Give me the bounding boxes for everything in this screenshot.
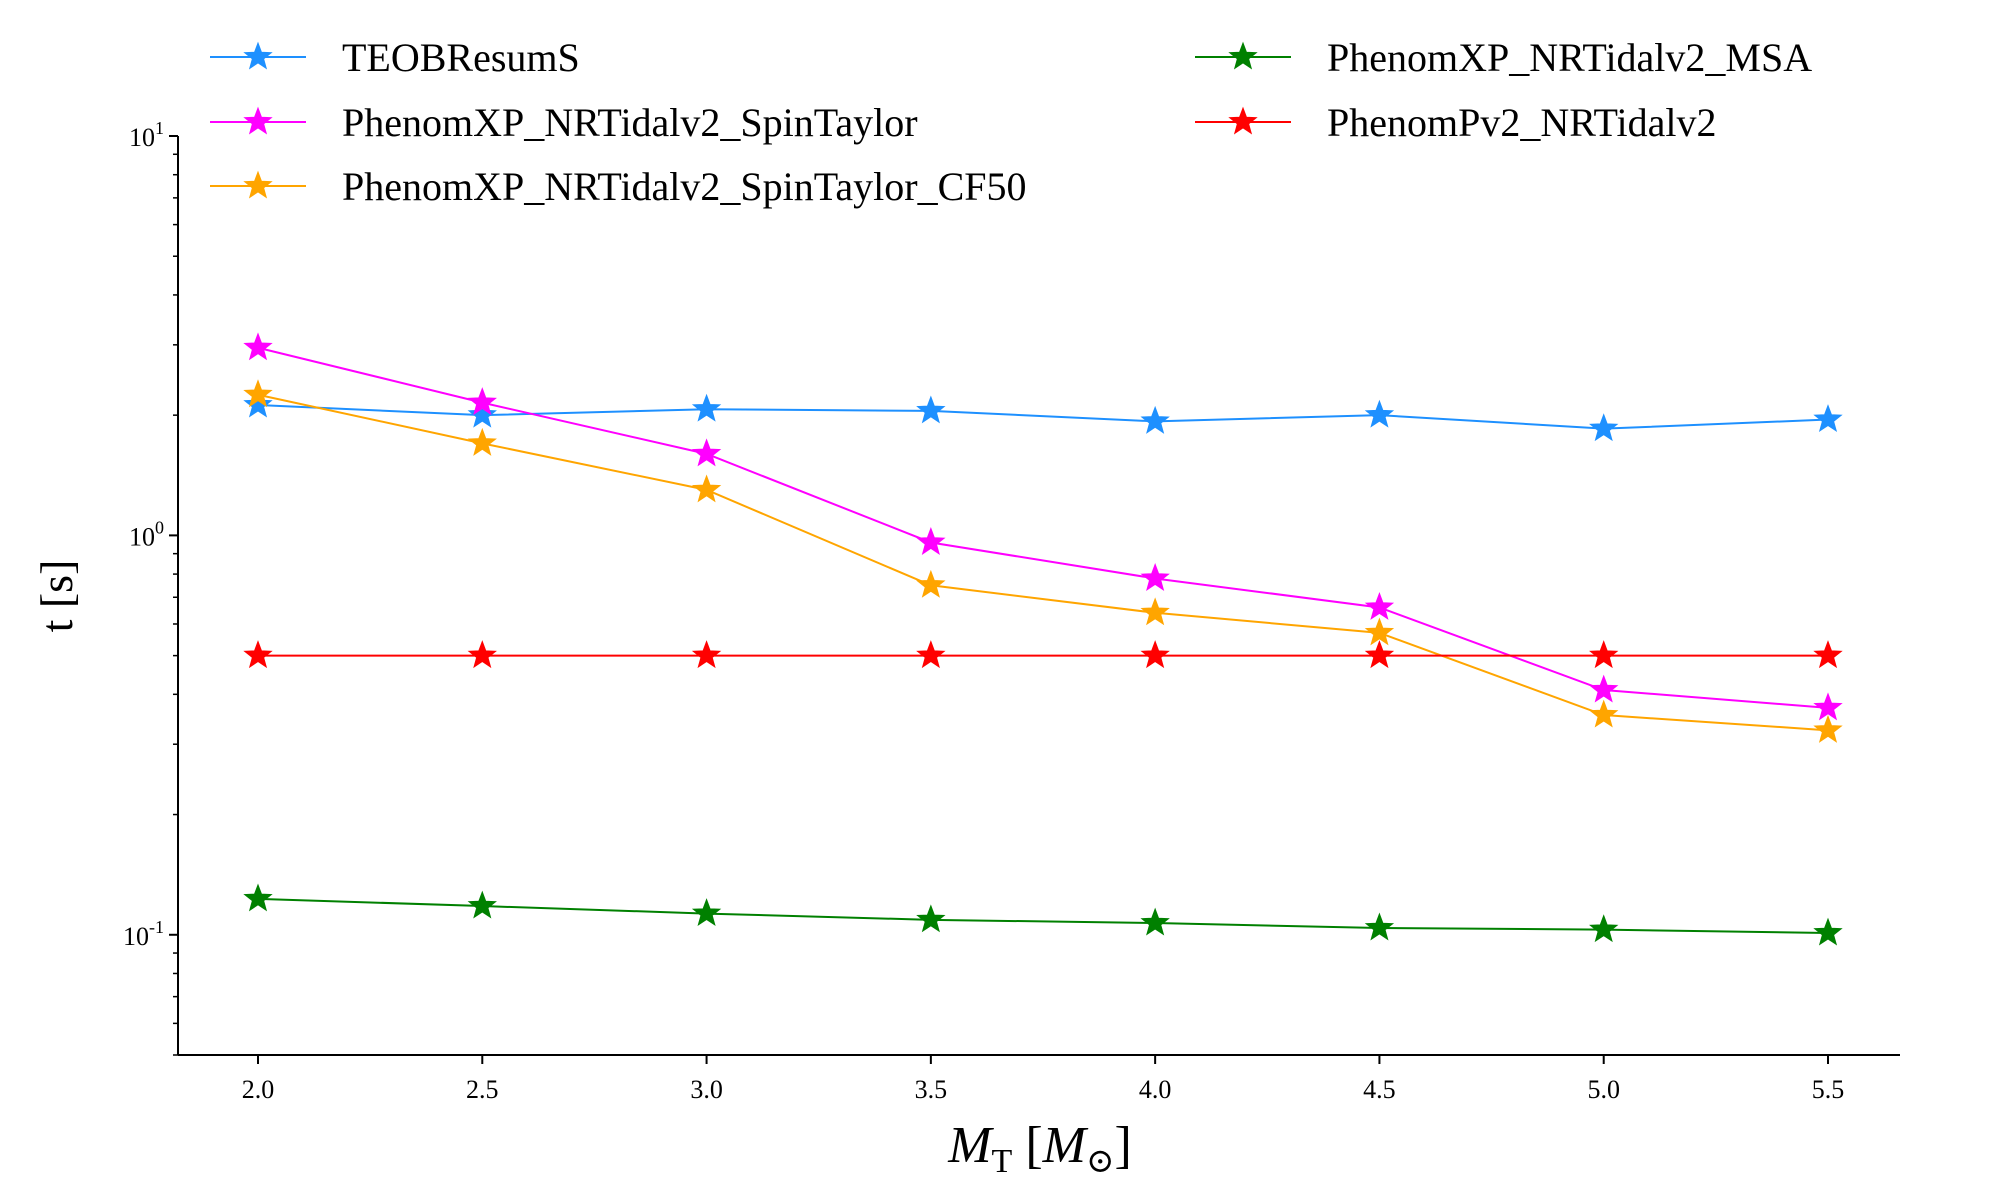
y-tick-label: 100 (129, 517, 164, 551)
series-PhenomPv2_NRTidalv2 (243, 640, 1843, 669)
series-PhenomXP_NRTidalv2_MSA (243, 883, 1843, 946)
legend-marker-star (243, 170, 273, 199)
legend-item: PhenomXP_NRTidalv2_MSA (1195, 35, 1812, 80)
data-point-star (1140, 405, 1170, 434)
x-tick-label: 3.5 (915, 1075, 948, 1104)
data-point-star (1364, 640, 1395, 669)
data-point-star (1589, 699, 1619, 728)
data-point-star (691, 640, 722, 669)
series-TEOBResumS (243, 389, 1843, 442)
data-point-star (1140, 597, 1170, 626)
data-point-star (691, 393, 722, 422)
y-tick-label: 101 (129, 118, 164, 152)
x-axis-label-unit: M (1042, 1117, 1089, 1174)
data-point-star (916, 527, 946, 555)
data-point-star (243, 379, 273, 408)
data-point-star (243, 389, 273, 418)
legend: TEOBResumS PhenomXP_NRTidalv2_SpinTaylor P… (210, 35, 1812, 209)
legend-label: TEOBResumS (342, 35, 580, 80)
data-point-star (1813, 692, 1843, 721)
y-ticks: 101 100 10-1 (123, 118, 178, 1056)
legend-marker-star (1228, 41, 1258, 70)
data-point-star (243, 332, 273, 361)
series-line (257, 897, 1829, 935)
data-point-star (1813, 714, 1843, 743)
y-tick-label: 10-1 (123, 917, 164, 951)
x-tick-label: 5.5 (1812, 1075, 1845, 1104)
x-tick-label: 2.0 (242, 1075, 275, 1104)
x-axis-label-subscript: T (992, 1143, 1013, 1180)
axes (177, 136, 1900, 1056)
x-tick-label: 5.0 (1587, 1075, 1620, 1104)
legend-label: PhenomPv2_NRTidalv2 (1327, 100, 1717, 145)
x-ticks: 2.0 2.5 3.0 3.5 4.0 4.5 5.0 5.5 (242, 1055, 1845, 1104)
legend-marker-star (1228, 106, 1258, 135)
data-point-star (467, 387, 497, 416)
data-point-star (467, 427, 497, 456)
data-point-star (243, 640, 273, 669)
data-point-star (1140, 640, 1170, 669)
x-axis-label-unit-subscript: ⊙ (1086, 1143, 1115, 1180)
data-point-star (691, 898, 722, 927)
x-tick-label: 4.5 (1363, 1075, 1396, 1104)
series-line (257, 346, 1829, 709)
y-axis-label: t [s] (31, 560, 82, 633)
x-tick-label: 3.0 (690, 1075, 723, 1104)
data-point-star (1140, 563, 1170, 591)
data-point-star (916, 640, 946, 669)
legend-marker-star (243, 41, 273, 70)
data-point-star (916, 904, 946, 933)
data-point-star (1589, 674, 1619, 703)
legend-item: PhenomXP_NRTidalv2_SpinTaylor_CF50 (210, 164, 1027, 209)
data-point-star (467, 890, 497, 919)
data-point-star (1589, 640, 1619, 669)
legend-item: TEOBResumS (210, 35, 580, 80)
series-layer (243, 332, 1843, 946)
data-point-star (467, 640, 497, 669)
data-point-star (467, 399, 497, 428)
data-point-star (1589, 413, 1619, 442)
legend-label: PhenomXP_NRTidalv2_SpinTaylor (342, 100, 918, 145)
data-point-star (1813, 917, 1843, 946)
series-line (257, 393, 1829, 732)
data-point-star (1364, 592, 1395, 620)
data-point-star (691, 438, 722, 467)
x-axis-label: MT [M⊙] (947, 1117, 1132, 1180)
legend-label: PhenomXP_NRTidalv2_SpinTaylor_CF50 (342, 164, 1027, 209)
data-point-star (243, 883, 273, 912)
data-point-star (691, 474, 722, 503)
legend-marker-star (243, 106, 273, 135)
data-point-star (1813, 404, 1843, 433)
legend-label: PhenomXP_NRTidalv2_MSA (1327, 35, 1812, 80)
x-tick-label: 2.5 (466, 1075, 499, 1104)
data-point-star (1364, 399, 1395, 428)
data-point-star (1140, 907, 1170, 936)
legend-item: PhenomXP_NRTidalv2_SpinTaylor (210, 100, 918, 145)
legend-item: PhenomPv2_NRTidalv2 (1195, 100, 1717, 145)
data-point-star (916, 395, 946, 424)
data-point-star (1589, 914, 1619, 943)
x-axis-label-symbol: M (947, 1117, 994, 1174)
data-point-star (1364, 912, 1395, 941)
series-PhenomXP_NRTidalv2_SpinTaylor (243, 332, 1843, 721)
data-point-star (916, 569, 946, 598)
data-point-star (1364, 617, 1395, 646)
data-point-star (1813, 640, 1843, 669)
series-line (257, 404, 1829, 430)
series-PhenomXP_NRTidalv2_SpinTaylor_CF50 (243, 379, 1843, 743)
x-tick-label: 4.0 (1139, 1075, 1172, 1104)
